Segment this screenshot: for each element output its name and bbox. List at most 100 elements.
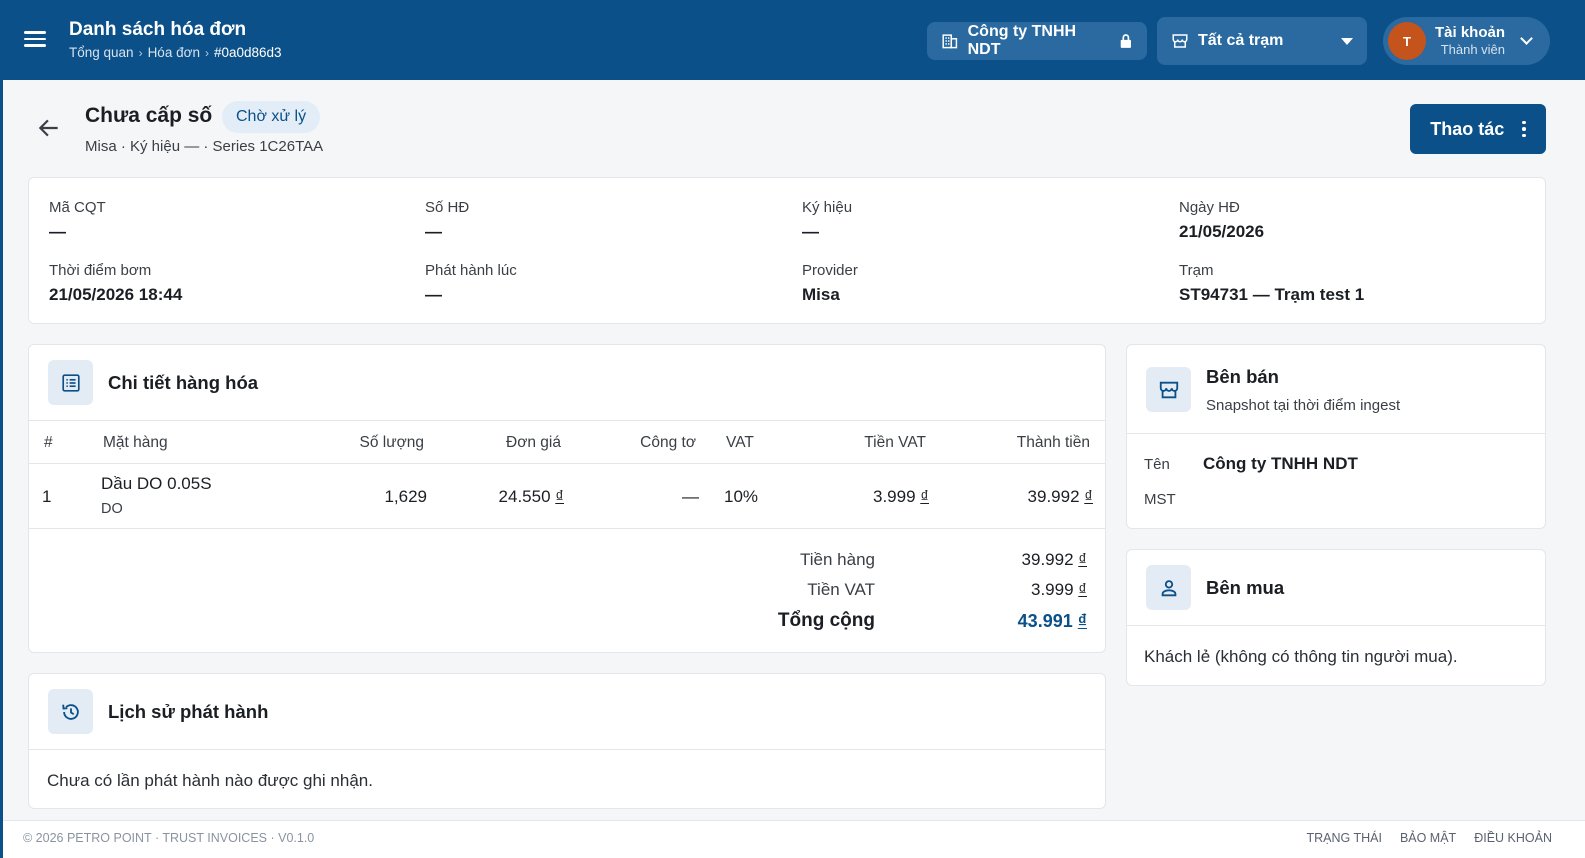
card-header: Chi tiết hàng hóa [29, 345, 1105, 421]
chevron-down-icon [1520, 32, 1533, 45]
store-icon [1172, 34, 1188, 48]
grand-total-value: 43.991 ₫ [1017, 611, 1087, 631]
lock-icon [1121, 34, 1132, 48]
arrow-left-icon [38, 119, 58, 137]
menu-button[interactable] [21, 27, 49, 53]
hamburger-line [24, 37, 46, 40]
copyright: © 2026 PETRO POINT · TRUST INVOICES · V0… [23, 831, 315, 845]
history-icon [48, 689, 93, 734]
footer-link-terms[interactable]: ĐIỀU KHOẢN [1474, 831, 1552, 845]
breadcrumb-current: #0a0d86d3 [213, 45, 282, 60]
company-chip[interactable]: Công ty TNHH NDT [927, 22, 1147, 60]
page-subtitle: Misa · Ký hiệu — · Series 1C26TAA [85, 138, 324, 155]
breadcrumb-item[interactable]: Hóa đơn [147, 45, 200, 60]
column-header: Tiền VAT [864, 434, 926, 451]
seller-tax-id-label: MST [1144, 491, 1176, 508]
column-header: Đơn giá [506, 434, 561, 451]
history-empty-message: Chưa có lần phát hành nào được ghi nhận. [47, 771, 373, 790]
column-header: VAT [726, 434, 754, 451]
info-value: — [802, 222, 819, 241]
seller-card: Bên bán Snapshot tại thời điểm ingest Tê… [1126, 344, 1546, 529]
info-value: — [49, 222, 66, 241]
actions-button-label: Thao tác [1430, 118, 1505, 139]
left-edge-bar [0, 0, 3, 858]
item-amount: 39.992 ₫ [1027, 487, 1093, 506]
table-divider [29, 528, 1105, 529]
actions-button[interactable]: Thao tác [1410, 104, 1546, 154]
column-header: Mặt hàng [103, 434, 168, 451]
info-ky-hieu: Ký hiệu — [802, 199, 852, 242]
card-title: Bên mua [1206, 577, 1285, 598]
footer-link-status[interactable]: TRẠNG THÁI [1306, 831, 1382, 845]
info-value: ST94731 — Trạm test 1 [1179, 285, 1365, 304]
list-icon [48, 360, 93, 405]
info-label: Ngày HĐ [1179, 199, 1240, 216]
card-subtitle: Snapshot tại thời điểm ingest [1206, 397, 1401, 414]
info-so-hd: Số HĐ — [425, 199, 469, 242]
seller-name-label: Tên [1144, 456, 1170, 473]
info-label: Thời điểm bơm [49, 262, 152, 279]
grand-total-label: Tổng cộng [777, 610, 875, 631]
account-text: Tài khoản Thành viên [1435, 24, 1505, 58]
info-tram: Trạm ST94731 — Trạm test 1 [1179, 262, 1364, 305]
info-value: 21/05/2026 18:44 [49, 285, 183, 304]
info-label: Ký hiệu [802, 199, 853, 216]
building-icon [942, 34, 958, 49]
account-menu[interactable]: T Tài khoản Thành viên [1383, 17, 1550, 65]
hamburger-line [24, 44, 46, 47]
issue-history-card: Lịch sử phát hành Chưa có lần phát hành … [28, 673, 1106, 809]
info-label: Provider [802, 262, 858, 279]
back-button[interactable] [36, 115, 62, 141]
footer-link-privacy[interactable]: BẢO MẬT [1399, 831, 1457, 845]
vat-total-label: Tiền VAT [807, 580, 875, 599]
info-provider: Provider Misa [802, 262, 858, 305]
info-label: Số HĐ [425, 199, 470, 216]
header-title: Danh sách hóa đơn [69, 19, 247, 40]
info-thoi-diem-bom: Thời điểm bơm 21/05/2026 18:44 [49, 262, 182, 305]
person-icon [1146, 565, 1191, 610]
info-label: Mã CQT [49, 199, 106, 216]
card-title: Chi tiết hàng hóa [108, 372, 259, 393]
breadcrumb: Tổng quan › Hóa đơn › #0a0d86d3 [69, 45, 282, 60]
station-select[interactable]: Tất cả trạm [1157, 17, 1367, 65]
column-header: Công tơ [640, 434, 696, 451]
subtotal-label: Tiền hàng [800, 550, 875, 569]
column-header: Thành tiền [1016, 434, 1090, 451]
info-value: 21/05/2026 [1179, 222, 1265, 241]
footer-links: TRẠNG THÁI BẢO MẬT ĐIỀU KHOẢN [1306, 831, 1552, 845]
vat-total-value: 3.999 ₫ [1030, 580, 1087, 599]
table-divider [29, 463, 1105, 464]
buyer-empty-message: Khách lẻ (không có thông tin người mua). [1144, 647, 1458, 666]
invoice-info-card: Mã CQT — Số HĐ — Ký hiệu — Ngày HĐ 21/05… [28, 177, 1546, 324]
hamburger-line [24, 31, 46, 34]
subtotal-value: 39.992 ₫ [1021, 550, 1087, 569]
item-vat-rate: 10% [724, 487, 759, 506]
info-value: — [425, 285, 442, 304]
account-name: Tài khoản [1435, 24, 1506, 42]
card-title: Lịch sử phát hành [108, 701, 269, 722]
info-ma-cqt: Mã CQT — [49, 199, 106, 242]
column-header: # [44, 434, 53, 451]
column-header: Số lượng [359, 434, 425, 451]
footer: © 2026 PETRO POINT · TRUST INVOICES · V0… [3, 820, 1585, 858]
info-ngay-hd: Ngày HĐ 21/05/2026 [1179, 199, 1264, 242]
row-index: 1 [42, 487, 52, 506]
item-vat-amount: 3.999 ₫ [872, 487, 929, 506]
item-name: Dầu DO 0.05S [101, 474, 212, 493]
seller-name-value: Công ty TNHH NDT [1203, 454, 1358, 473]
info-value: — [425, 222, 442, 241]
item-meter: — [682, 487, 699, 506]
breadcrumb-item[interactable]: Tổng quan [69, 45, 134, 60]
account-role: Thành viên [1440, 42, 1506, 58]
card-title: Bên bán [1206, 366, 1279, 387]
item-code: DO [101, 501, 123, 517]
item-price: 24.550 ₫ [498, 487, 564, 506]
buyer-card: Bên mua Khách lẻ (không có thông tin ngư… [1126, 549, 1546, 686]
card-header: Bên mua [1127, 550, 1545, 626]
breadcrumb-separator: › [204, 45, 209, 60]
status-badge: Chờ xử lý [222, 101, 321, 133]
page-title: Chưa cấp số [85, 104, 213, 127]
card-header: Lịch sử phát hành [29, 674, 1105, 750]
info-value: Misa [802, 285, 840, 304]
more-vert-icon [1522, 120, 1526, 138]
